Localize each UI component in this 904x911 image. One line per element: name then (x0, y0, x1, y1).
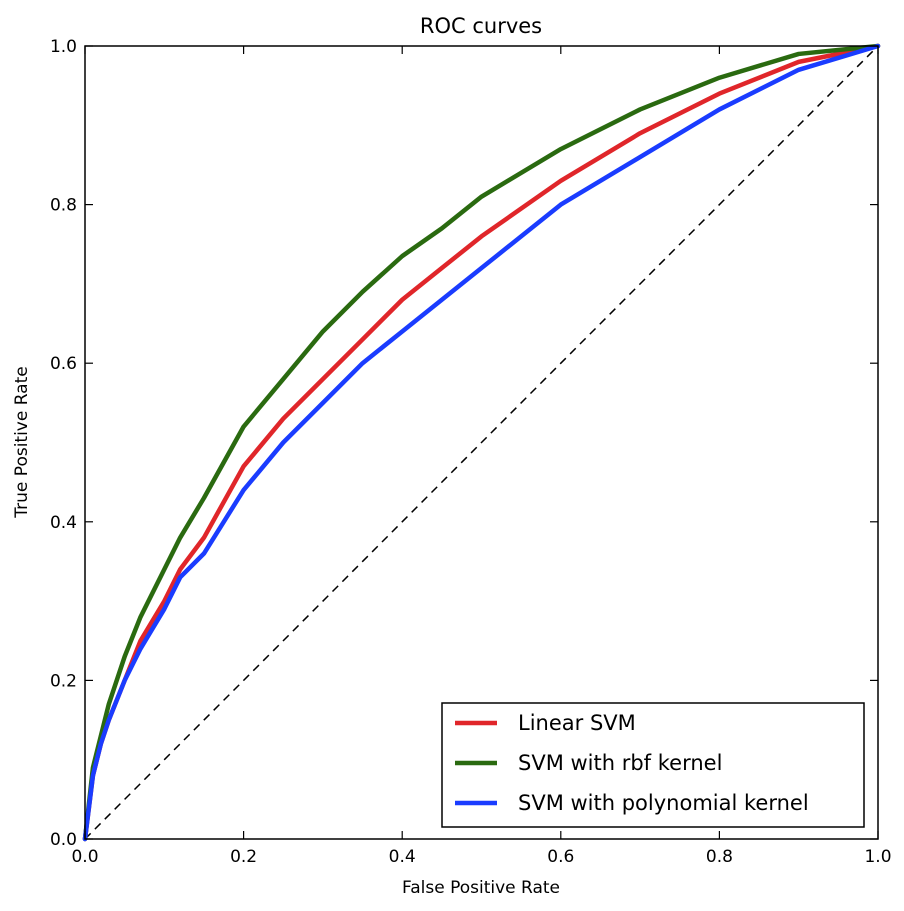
legend-box (441, 702, 865, 828)
reference-diagonal-line (84, 45, 879, 840)
y-tick-label: 0.2 (50, 671, 77, 691)
x-tick-label: 0.6 (547, 847, 574, 867)
plot-area: 0.0 0.2 0.4 0.6 0.8 1.0 0.0 0.2 0.4 0.6 0.8 1.0 (50, 37, 892, 867)
series-line-3 (82, 43, 881, 842)
series-line-2 (82, 43, 881, 842)
y-tick-label: 0.4 (50, 513, 77, 533)
x-tick-label: 0.2 (230, 847, 257, 867)
x-tick-label: 0.0 (71, 847, 98, 867)
y-tick-label: 1.0 (50, 37, 77, 57)
x-tick-label: 0.8 (706, 847, 733, 867)
x-tick-label: 1.0 (864, 847, 891, 867)
axes-frame (84, 45, 879, 840)
legend: Linear SVM SVM with rbf kernel SVM with po… (441, 702, 865, 828)
chart-title: ROC curves (420, 14, 542, 38)
y-tick-label: 0.8 (50, 196, 77, 216)
x-axis-label: False Positive Rate (402, 878, 560, 898)
legend-label-2: SVM with rbf kernel (518, 751, 722, 775)
y-tick-label: 0.6 (50, 354, 77, 374)
y-tick-label: 0.0 (50, 830, 77, 850)
legend-label-1: Linear SVM (518, 711, 636, 735)
y-axis-label: True Positive Rate (12, 366, 32, 518)
x-tick-label: 0.4 (389, 847, 416, 867)
legend-label-3: SVM with polynomial kernel (518, 791, 809, 815)
